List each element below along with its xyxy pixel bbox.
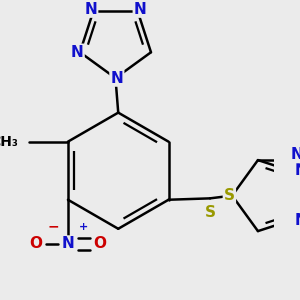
- Text: −: −: [47, 219, 59, 233]
- Text: S: S: [224, 188, 235, 203]
- Text: O: O: [30, 236, 43, 251]
- Text: CH₃: CH₃: [0, 135, 18, 149]
- Text: N: N: [295, 213, 300, 228]
- Text: +: +: [79, 222, 88, 232]
- Text: N: N: [290, 147, 300, 162]
- Text: N: N: [71, 45, 84, 60]
- Text: N: N: [110, 70, 123, 86]
- Text: N: N: [295, 164, 300, 178]
- Text: N: N: [61, 236, 74, 251]
- Text: S: S: [205, 205, 215, 220]
- Text: O: O: [93, 236, 106, 251]
- Text: N: N: [134, 2, 147, 16]
- Text: N: N: [84, 2, 97, 16]
